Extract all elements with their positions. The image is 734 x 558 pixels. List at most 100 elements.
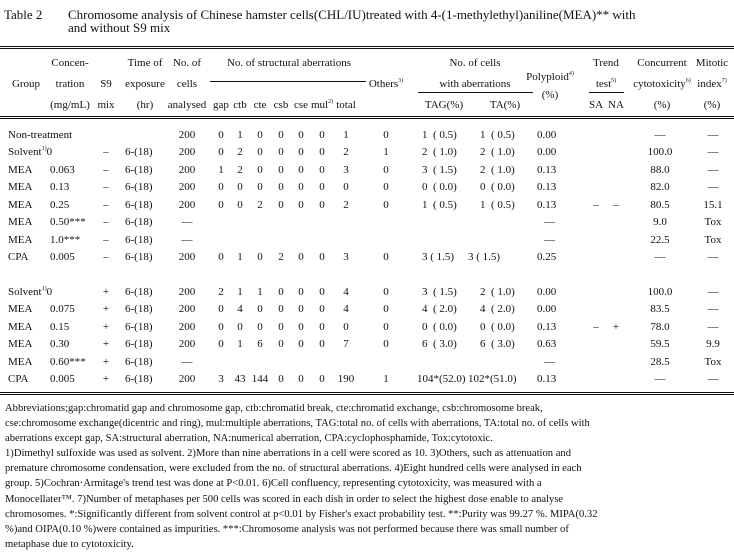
cell-concentration: 0.60***: [50, 356, 86, 368]
cell-analysed: 200: [178, 146, 196, 158]
cell-concentration: 0.15: [50, 321, 70, 333]
cell-polyploid: 0.13: [537, 164, 557, 176]
cell-s9: –: [103, 199, 109, 211]
cell-cte: 0: [257, 129, 263, 141]
cell-group: MEA: [8, 338, 33, 350]
cell-s9: –: [103, 181, 109, 193]
cell-ctb: 1: [237, 338, 243, 350]
cell-cse: 0: [298, 303, 304, 315]
header-polyploid-unit: (%): [541, 89, 559, 101]
cell-ctb: 1: [237, 251, 243, 263]
cell-ta: 0 ( 0.0): [480, 321, 515, 333]
table-title-line2: and without S9 mix: [68, 20, 171, 35]
cell-mul: 0: [319, 338, 325, 350]
cell-tag: 6 ( 3.0): [422, 338, 457, 350]
cell-cytotoxicity: 80.5: [650, 199, 670, 211]
cell-csb: 0: [278, 321, 284, 333]
cell-others: 1: [383, 146, 389, 158]
header-s9: mix: [97, 99, 115, 111]
cell-ctb: 2: [237, 146, 243, 158]
header-time: exposure: [125, 78, 165, 90]
cell-mitotic-index: —: [707, 321, 719, 333]
cell-cse: 0: [298, 164, 304, 176]
header-cse: cse: [293, 99, 309, 111]
cell-others: 0: [383, 286, 389, 298]
cell-cytotoxicity: —: [654, 373, 666, 385]
cell-mul: 0: [319, 321, 325, 333]
cell-ta: 0 ( 0.0): [480, 181, 515, 193]
cell-cte: 0: [257, 303, 263, 315]
cell-concentration: 0.50***: [50, 216, 86, 228]
cell-mul: 0: [319, 146, 325, 158]
cell-cse: 0: [298, 129, 304, 141]
header-structural: No. of structural aberrations: [226, 57, 352, 69]
header-mitotic: Mitotic: [695, 57, 729, 69]
cell-tag: 1 ( 0.5): [422, 129, 457, 141]
cell-mul: 0: [319, 373, 325, 385]
cell-analysed: —: [181, 356, 193, 368]
cell-cse: 0: [298, 338, 304, 350]
bottom-rule: [0, 392, 734, 393]
bottom-rule-2: [0, 394, 734, 395]
cell-mitotic-index: —: [707, 251, 719, 263]
cell-mitotic-index: —: [707, 181, 719, 193]
header-tag: TAG(%): [424, 99, 464, 111]
cell-mitotic-index: —: [707, 146, 719, 158]
cell-exposure: 6-(18): [125, 164, 153, 176]
header-rule: [0, 116, 734, 117]
cell-gap: 3: [218, 373, 224, 385]
top-rule: [0, 46, 734, 47]
cell-ctb: 0: [237, 321, 243, 333]
cell-concentration: 0.30: [50, 338, 70, 350]
cell-s9: +: [102, 321, 110, 333]
cell-total: 4: [343, 286, 349, 298]
cell-group: MEA: [8, 356, 33, 368]
cell-mul: 0: [319, 129, 325, 141]
cell-total: 3: [343, 164, 349, 176]
cell-cte: 0: [257, 181, 263, 193]
cell-others: 0: [383, 321, 389, 333]
cell-mul: 0: [319, 251, 325, 263]
cell-cse: 0: [298, 181, 304, 193]
cell-ctb: 0: [237, 199, 243, 211]
cell-ctb: 4: [237, 303, 243, 315]
cell-others: 0: [383, 181, 389, 193]
cell-ta: 3 ( 1.5): [468, 251, 501, 263]
cell-total: 2: [343, 146, 349, 158]
cell-s9: +: [102, 303, 110, 315]
cell-polyploid: 0.00: [537, 286, 557, 298]
cell-tag: 104*(52.0): [417, 373, 466, 385]
cell-csb: 0: [278, 286, 284, 298]
cell-group: Solvent1)0: [8, 146, 53, 158]
cell-gap: 0: [218, 251, 224, 263]
cell-csb: 0: [278, 129, 284, 141]
header-trend-test: test5): [595, 78, 617, 90]
cell-tag: 3 ( 1.5): [422, 164, 457, 176]
cell-analysed: 200: [178, 181, 196, 193]
cell-others: 0: [383, 251, 389, 263]
header-conc: (mg/mL): [50, 99, 90, 111]
top-rule-2: [0, 48, 734, 49]
cell-polyploid: 0.13: [537, 373, 557, 385]
cell-gap: 1: [218, 164, 224, 176]
header-polyploid: Polyploid4): [526, 71, 574, 83]
cell-csb: 0: [278, 181, 284, 193]
structural-underline: [210, 81, 366, 82]
cell-csb: 0: [278, 303, 284, 315]
cell-others: 0: [383, 164, 389, 176]
cell-polyploid: 0.00: [537, 303, 557, 315]
header-cte: cte: [253, 99, 267, 111]
cell-cytotoxicity: —: [654, 251, 666, 263]
cell-mul: 0: [319, 286, 325, 298]
cell-ta: 2 ( 1.0): [480, 286, 515, 298]
header-cells: No. of: [172, 57, 202, 69]
cell-cte: 6: [257, 338, 263, 350]
cell-tag: 4 ( 2.0): [422, 303, 457, 315]
cell-ta: 1 ( 0.5): [480, 199, 515, 211]
header-cells-with-ab: No. of cells: [449, 57, 501, 69]
header-csb: csb: [273, 99, 289, 111]
cell-csb: 0: [278, 199, 284, 211]
cell-exposure: 6-(18): [125, 303, 153, 315]
header-trend: Trend: [593, 57, 619, 69]
cell-exposure: 6-(18): [125, 181, 153, 193]
